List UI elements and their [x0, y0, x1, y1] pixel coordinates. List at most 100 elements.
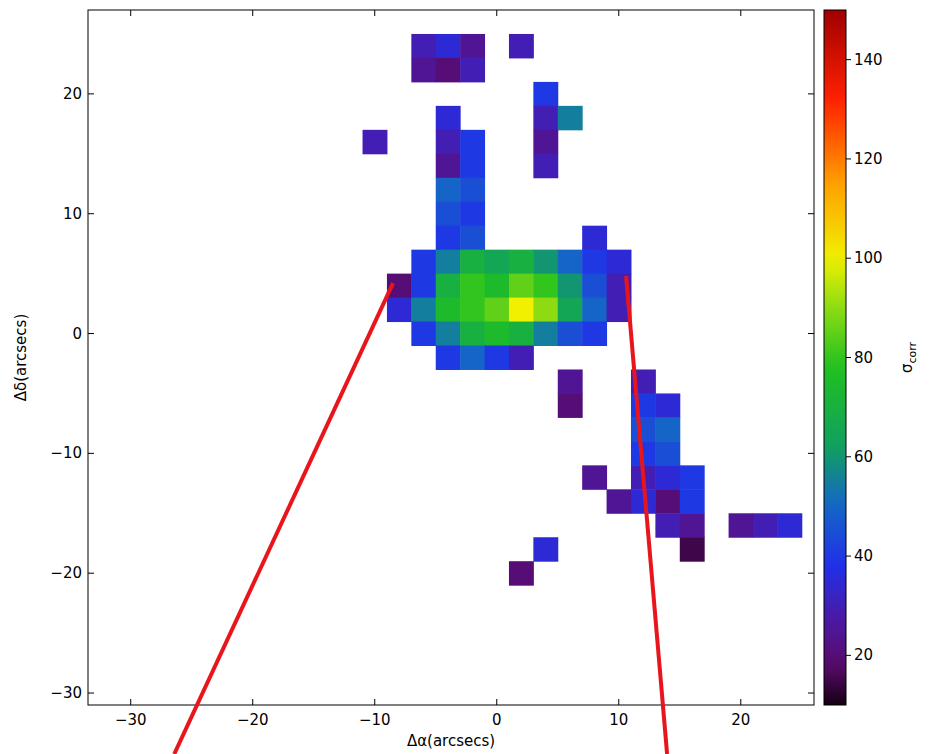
- cell: [436, 322, 461, 346]
- cell: [436, 202, 461, 226]
- colorbar-tick-label: 140: [854, 51, 883, 69]
- cell: [460, 250, 485, 274]
- cell: [460, 274, 485, 298]
- cell: [509, 298, 534, 322]
- cell: [436, 226, 461, 250]
- cell: [582, 298, 607, 322]
- y-tick-right: [808, 93, 814, 94]
- cell: [655, 393, 680, 417]
- x-tick-top: [618, 10, 619, 16]
- x-tick: [618, 699, 619, 705]
- cell: [582, 465, 607, 489]
- cell: [533, 130, 558, 154]
- cell: [558, 369, 583, 393]
- cell: [460, 178, 485, 202]
- cell: [436, 274, 461, 298]
- cell: [533, 537, 558, 561]
- cell: [558, 274, 583, 298]
- colorbar-tick: [846, 556, 851, 557]
- y-tick: [88, 453, 94, 454]
- cell: [509, 274, 534, 298]
- cell: [729, 513, 754, 537]
- y-tick-label: −10: [50, 444, 82, 462]
- cell: [509, 250, 534, 274]
- x-tick: [252, 699, 253, 705]
- cell: [460, 58, 485, 82]
- x-tick-label: −20: [237, 711, 269, 729]
- cell: [460, 34, 485, 58]
- cell: [436, 106, 461, 130]
- cell: [558, 106, 583, 130]
- cell: [533, 274, 558, 298]
- colorbar-tick-label: 40: [854, 547, 873, 565]
- cell: [582, 226, 607, 250]
- cell: [680, 465, 705, 489]
- x-tick-label: −10: [359, 711, 391, 729]
- cell: [607, 250, 632, 274]
- colorbar-tick-label: 120: [854, 150, 883, 168]
- cell: [436, 34, 461, 58]
- cell: [485, 298, 510, 322]
- cell: [485, 250, 510, 274]
- cell: [436, 298, 461, 322]
- cell: [680, 537, 705, 561]
- x-tick: [130, 699, 131, 705]
- cell: [411, 58, 436, 82]
- x-tick-top: [252, 10, 253, 16]
- cell: [753, 513, 778, 537]
- cell: [436, 154, 461, 178]
- pointer-line: [174, 283, 393, 754]
- cell: [558, 393, 583, 417]
- x-tick-top: [496, 10, 497, 16]
- cell: [533, 322, 558, 346]
- y-tick: [88, 213, 94, 214]
- plot-frame: [88, 10, 814, 705]
- cell: [582, 274, 607, 298]
- y-axis-title: Δδ(arcsecs): [12, 314, 30, 402]
- cell: [509, 561, 534, 585]
- cell: [436, 130, 461, 154]
- cell: [387, 298, 412, 322]
- cell: [655, 417, 680, 441]
- cell: [558, 322, 583, 346]
- y-tick-label: −30: [50, 684, 82, 702]
- cell: [460, 298, 485, 322]
- cell: [533, 250, 558, 274]
- cell: [558, 298, 583, 322]
- y-tick-right: [808, 453, 814, 454]
- cell: [411, 34, 436, 58]
- x-tick: [496, 699, 497, 705]
- y-tick: [88, 93, 94, 94]
- cell: [460, 226, 485, 250]
- cell: [607, 489, 632, 513]
- y-tick-right: [808, 333, 814, 334]
- cell: [680, 513, 705, 537]
- colorbar-tick: [846, 655, 851, 656]
- cell: [558, 250, 583, 274]
- cell: [436, 250, 461, 274]
- x-tick: [374, 699, 375, 705]
- cell: [411, 274, 436, 298]
- y-tick-label: 10: [63, 205, 82, 223]
- y-tick-right: [808, 213, 814, 214]
- cell: [533, 82, 558, 106]
- cell: [655, 489, 680, 513]
- colorbar-label: σcorr: [898, 341, 919, 373]
- cell: [533, 154, 558, 178]
- cell: [411, 298, 436, 322]
- cell: [509, 322, 534, 346]
- y-tick-label: 20: [63, 85, 82, 103]
- cells: [363, 34, 803, 586]
- cell: [680, 489, 705, 513]
- y-tick: [88, 573, 94, 574]
- cell: [533, 106, 558, 130]
- x-tick-top: [374, 10, 375, 16]
- colorbar-tick: [846, 357, 851, 358]
- cell: [631, 417, 656, 441]
- y-tick: [88, 333, 94, 334]
- cell: [436, 178, 461, 202]
- y-tick-label: 0: [72, 325, 82, 343]
- cell: [436, 346, 461, 370]
- colorbar-tick-label: 20: [854, 646, 873, 664]
- colorbar-tick-label: 80: [854, 349, 873, 367]
